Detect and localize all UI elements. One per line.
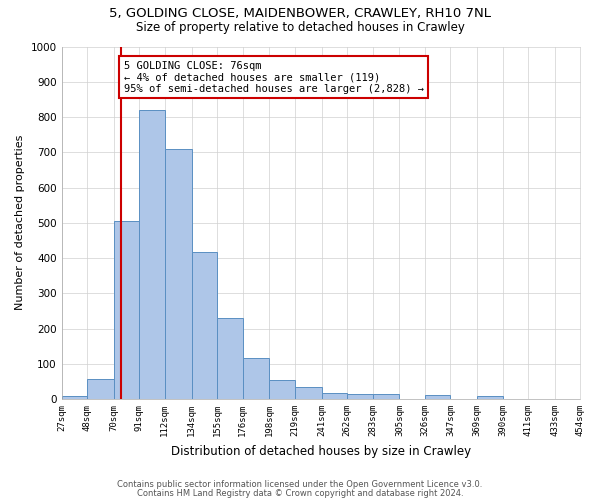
Bar — [477, 396, 503, 399]
Bar — [322, 393, 347, 399]
Text: Size of property relative to detached houses in Crawley: Size of property relative to detached ho… — [136, 21, 464, 34]
Text: 5, GOLDING CLOSE, MAIDENBOWER, CRAWLEY, RH10 7NL: 5, GOLDING CLOSE, MAIDENBOWER, CRAWLEY, … — [109, 8, 491, 20]
Bar — [191, 252, 217, 399]
Bar — [114, 221, 139, 399]
Bar — [242, 358, 269, 399]
Text: 5 GOLDING CLOSE: 76sqm
← 4% of detached houses are smaller (119)
95% of semi-det: 5 GOLDING CLOSE: 76sqm ← 4% of detached … — [124, 60, 424, 94]
Bar — [139, 110, 165, 399]
Bar — [165, 148, 191, 399]
Bar — [295, 388, 322, 399]
Bar — [347, 394, 373, 399]
Bar — [425, 395, 451, 399]
Text: Contains HM Land Registry data © Crown copyright and database right 2024.: Contains HM Land Registry data © Crown c… — [137, 490, 463, 498]
Y-axis label: Number of detached properties: Number of detached properties — [15, 135, 25, 310]
Bar — [217, 318, 242, 399]
X-axis label: Distribution of detached houses by size in Crawley: Distribution of detached houses by size … — [171, 444, 471, 458]
Bar — [373, 394, 400, 399]
Bar — [62, 396, 87, 399]
Bar — [269, 380, 295, 399]
Bar — [87, 379, 114, 399]
Text: Contains public sector information licensed under the Open Government Licence v3: Contains public sector information licen… — [118, 480, 482, 489]
